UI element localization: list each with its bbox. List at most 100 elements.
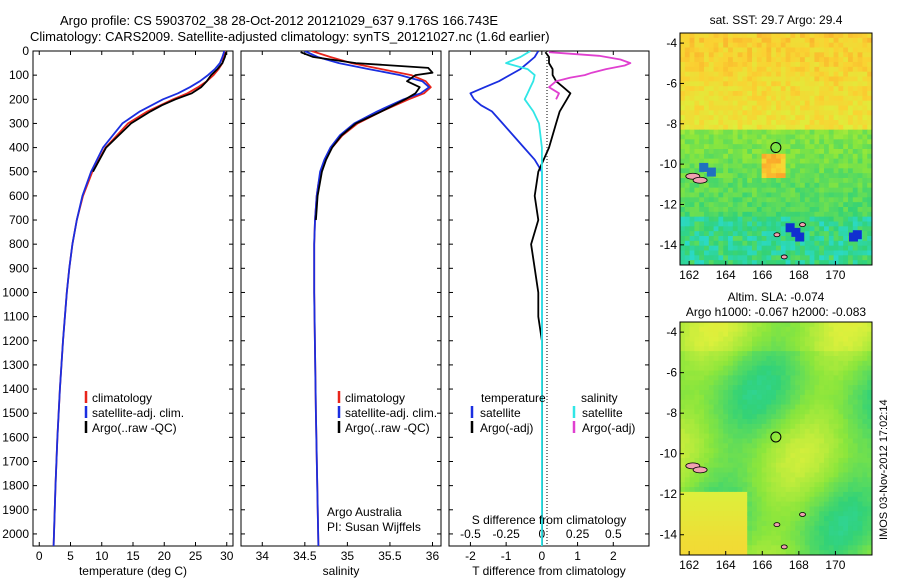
map-cell: [833, 516, 839, 522]
map-cell: [728, 134, 734, 140]
map-cell: [780, 153, 787, 160]
map-cell: [833, 477, 839, 483]
map-cell: [728, 207, 734, 213]
map-cell: [795, 375, 801, 381]
map-cell: [704, 530, 710, 537]
map-cell: [684, 423, 691, 430]
map-lat-tick-label: -8: [666, 406, 677, 420]
map-cell: [809, 153, 815, 160]
map-cell: [809, 409, 815, 415]
map-cell: [761, 443, 767, 449]
map-cell: [867, 433, 872, 440]
map-cell: [795, 100, 801, 107]
map-cell: [814, 414, 820, 420]
map-cell: [747, 120, 753, 126]
map-cell: [852, 540, 859, 546]
map-cell: [785, 95, 791, 102]
map-cell: [766, 331, 772, 338]
map-cell: [766, 71, 772, 78]
map-cell: [857, 216, 863, 223]
map-cell: [713, 245, 719, 252]
map-cell: [752, 516, 758, 522]
map-cell: [848, 370, 854, 376]
map-cell: [732, 187, 739, 194]
map-cell: [761, 216, 767, 223]
map-cell: [804, 443, 811, 449]
map-cell: [718, 540, 724, 546]
map-cell: [752, 134, 758, 140]
map-cell: [862, 496, 868, 503]
map-cell: [723, 438, 729, 444]
map-cell: [752, 506, 758, 512]
map-cell: [723, 158, 729, 165]
map-cell: [828, 394, 835, 401]
map-cell: [843, 457, 849, 464]
map-cell: [814, 149, 820, 155]
salinity-xtick-label-1: 34.5: [293, 549, 317, 563]
map-cell: [776, 462, 782, 469]
map-cell: [704, 487, 710, 493]
map-cell: [723, 525, 729, 532]
map-cell: [732, 477, 739, 483]
map-cell: [843, 516, 849, 522]
map-cell: [713, 482, 719, 488]
map-cell: [708, 423, 715, 430]
depth-tick-label-0: 0: [22, 44, 29, 58]
map-cell: [728, 57, 734, 63]
map-cell: [742, 530, 748, 537]
map-cell: [694, 433, 700, 440]
map-cell: [737, 192, 743, 198]
map-cell: [862, 236, 868, 242]
map-cell: [752, 42, 758, 49]
map-cell: [819, 91, 825, 97]
map-cell: [766, 545, 772, 551]
map-cell: [852, 76, 859, 82]
map-cell: [838, 216, 844, 223]
map-cell: [785, 385, 791, 391]
map-cell: [857, 153, 863, 160]
map-cell: [689, 192, 695, 198]
map-cell: [752, 322, 758, 328]
map-cell: [776, 331, 782, 338]
map-cell: [838, 516, 844, 522]
map-cell: [756, 453, 763, 459]
map-lon-tick-label: 170: [825, 558, 845, 572]
map-cell: [843, 477, 849, 483]
map-cell: [848, 530, 854, 537]
map-cell: [689, 326, 695, 333]
map-cell: [780, 120, 787, 126]
map-cell: [814, 95, 820, 102]
salinity-legend: climatology satellite-adj. clim. Argo(..…: [337, 391, 437, 435]
map-cell: [766, 197, 772, 203]
map-cell: [828, 385, 835, 391]
map-cell: [867, 62, 872, 68]
map-cell: [785, 91, 791, 97]
map-cell: [771, 501, 777, 508]
map-cell: [814, 216, 820, 223]
map-cell: [694, 81, 700, 87]
map-cell: [780, 202, 787, 208]
map-cell: [684, 115, 691, 121]
map-cell: [862, 182, 868, 189]
map-cell: [795, 443, 801, 449]
map-cell: [761, 168, 767, 174]
map-cell: [694, 202, 700, 208]
map-cell: [689, 144, 695, 150]
map-cell: [704, 326, 710, 333]
map-cell: [833, 158, 839, 165]
map-cell: [728, 124, 734, 131]
map-cell: [780, 443, 787, 449]
map-cell: [819, 100, 825, 107]
map-cell: [689, 57, 695, 63]
map-cell: [694, 86, 700, 92]
map-cell: [790, 414, 796, 420]
map-cell: [848, 66, 854, 73]
map-cell: [766, 433, 772, 440]
map-cell: [708, 42, 715, 49]
map-cell: [684, 389, 691, 396]
map-cell: [689, 438, 695, 444]
map-cell: [790, 370, 796, 376]
map-cell: [819, 550, 825, 555]
map-cell: [838, 472, 844, 478]
difference-series: [469, 51, 632, 546]
